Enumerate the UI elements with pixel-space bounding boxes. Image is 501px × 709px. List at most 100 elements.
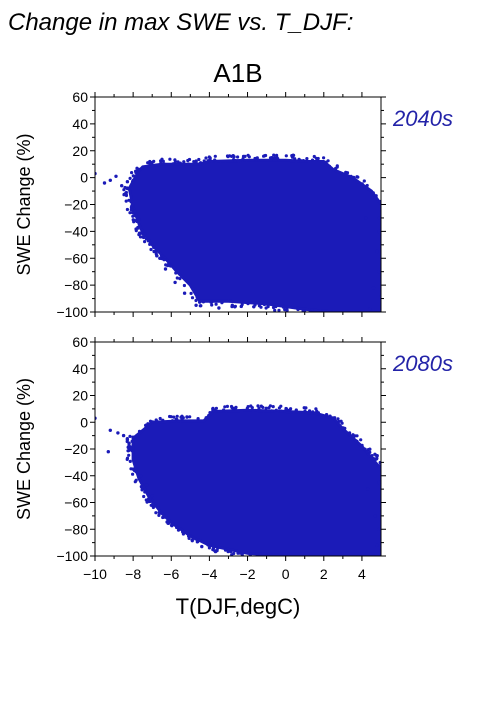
x-axis-label: T(DJF,degC)	[176, 594, 301, 619]
scatter-point	[211, 409, 215, 413]
scatter-point	[268, 156, 273, 160]
scatter-point	[159, 161, 163, 165]
scatter-point	[168, 157, 172, 161]
scatter-point	[223, 405, 227, 409]
y-tick-label: 20	[72, 388, 88, 404]
scatter-point	[192, 160, 196, 164]
scatter-point	[296, 307, 300, 312]
scatter-point	[130, 439, 134, 443]
scatter-point	[194, 298, 198, 303]
scatter-point	[316, 309, 320, 312]
scatter-point	[116, 431, 120, 435]
y-tick-label: 40	[72, 116, 88, 132]
scatter-point	[163, 514, 168, 518]
scatter-point	[182, 283, 186, 288]
scatter-point	[159, 254, 164, 258]
scatter-point	[125, 180, 130, 184]
scatter-point	[142, 232, 147, 236]
scatter-point	[256, 404, 260, 408]
scatter-point	[261, 405, 265, 409]
scatter-point	[208, 411, 212, 415]
scatter-point	[239, 304, 243, 308]
scatter-point	[182, 160, 186, 164]
scatter-point	[250, 406, 254, 410]
scatter-point	[128, 434, 132, 438]
scatter-point	[377, 480, 381, 485]
y-tick-label: −100	[56, 548, 88, 564]
scatter-point	[230, 154, 234, 158]
scatter-point	[137, 429, 142, 433]
y-tick-label: −60	[64, 250, 88, 266]
scatter-point	[351, 436, 356, 440]
scatter-point	[271, 405, 275, 409]
scatter-point	[142, 235, 146, 240]
y-tick-label: 60	[72, 334, 88, 350]
scatter-point	[154, 511, 158, 515]
scatter-point	[127, 187, 131, 191]
scatter-point	[363, 447, 367, 451]
scatter-point	[272, 153, 276, 157]
scatter-point	[247, 155, 251, 159]
scatter-point	[129, 200, 133, 204]
scatter-point	[310, 158, 315, 162]
scatter-point	[131, 178, 135, 182]
scatter-point	[360, 182, 364, 186]
y-tick-label: 0	[80, 170, 88, 186]
scatter-point	[299, 159, 303, 163]
scatter-point	[339, 419, 343, 423]
scatter-point	[274, 305, 278, 309]
scatter-point	[190, 296, 195, 300]
scatter-point	[129, 447, 133, 451]
scatter-point	[214, 302, 218, 306]
scatter-point	[229, 404, 234, 409]
scatter-point	[188, 415, 192, 419]
scatter-point	[182, 291, 187, 295]
scatter-point	[149, 503, 153, 507]
scatter-point	[140, 487, 144, 491]
scatter-point	[178, 161, 182, 165]
period-label: 2080s	[392, 351, 453, 376]
scatter-point	[170, 419, 175, 423]
scatter-point	[138, 235, 143, 239]
scatter-point	[352, 176, 356, 180]
y-tick-label: 60	[72, 89, 88, 105]
y-tick-label: −100	[56, 304, 88, 320]
scatter-point	[158, 256, 162, 260]
scatter-point	[373, 514, 377, 518]
scatter-point	[186, 162, 190, 166]
scatter-point	[133, 209, 137, 213]
scatter-point	[195, 540, 199, 544]
scatter-point	[344, 170, 348, 174]
scatter-point	[132, 214, 136, 218]
scatter-point	[226, 550, 230, 554]
scatter-point	[134, 174, 138, 178]
scatter-point	[155, 254, 159, 258]
scatter-point	[174, 417, 178, 421]
scatter-point	[129, 205, 133, 209]
scatter-point	[284, 406, 288, 411]
y-tick-label: −40	[64, 468, 88, 484]
scatter-point	[152, 159, 156, 163]
scatter-point	[209, 300, 213, 304]
scatter-point	[305, 157, 309, 161]
scatter-point	[229, 550, 233, 554]
scatter-point	[241, 157, 245, 161]
scatter-point	[161, 159, 165, 163]
scatter-point	[279, 404, 283, 408]
scatter-point	[121, 433, 126, 438]
scatter-point	[365, 450, 369, 454]
scatter-point	[360, 443, 364, 447]
scatter-point	[378, 199, 381, 204]
scatter-point	[241, 154, 246, 158]
scatter-point	[366, 487, 370, 491]
scatter-point	[134, 169, 138, 173]
scatter-point	[151, 420, 155, 424]
scatter-point	[336, 417, 340, 421]
y-axis-label: SWE Change (%)	[14, 133, 34, 275]
scatter-point	[196, 417, 200, 421]
scatter-point	[377, 527, 381, 531]
scatter-point	[223, 548, 228, 552]
scatter-point	[108, 428, 113, 432]
scatter-point	[189, 291, 193, 295]
